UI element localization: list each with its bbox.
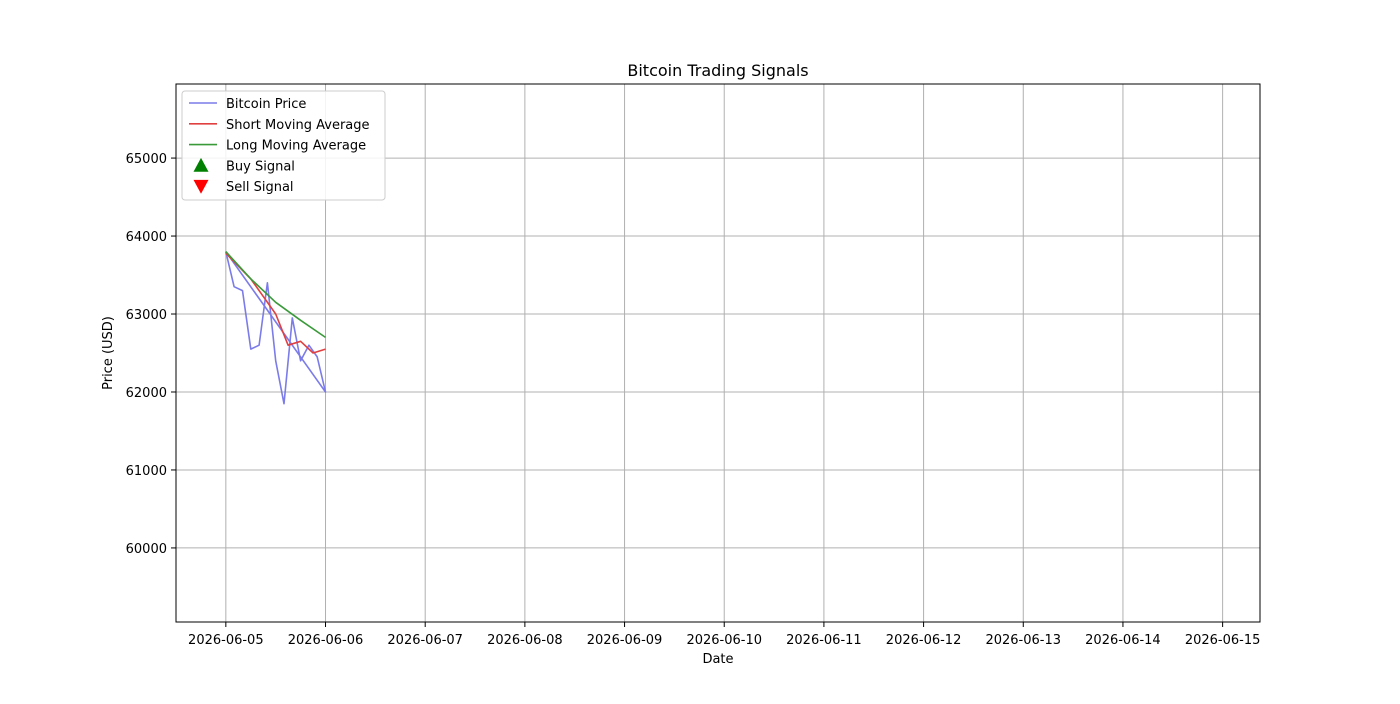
x-tick-label: 2026-06-11 (786, 633, 862, 648)
x-axis-label: Date (702, 652, 733, 667)
x-tick-label: 2026-06-14 (1085, 633, 1161, 648)
x-tick-label: 2026-06-05 (188, 633, 264, 648)
legend-box (181, 90, 386, 201)
legend-label: Sell Signal (226, 180, 294, 195)
plot-frame (175, 83, 1261, 623)
y-axis-label: Price (USD) (101, 316, 116, 390)
x-tick-label: 2026-06-12 (886, 633, 962, 648)
y-tick-label: 61000 (126, 464, 167, 479)
y-tick-label: 64000 (126, 230, 167, 245)
legend-label: Bitcoin Price (226, 97, 306, 112)
legend-sell-marker (193, 179, 209, 194)
x-tick-label: 2026-06-07 (387, 633, 463, 648)
x-tick-label: 2026-06-06 (288, 633, 364, 648)
x-tick-label: 2026-06-13 (985, 633, 1061, 648)
chart-title: Bitcoin Trading Signals (627, 61, 808, 80)
y-tick-label: 65000 (126, 152, 167, 167)
x-tick-label: 2026-06-15 (1185, 633, 1261, 648)
legend-label: Short Moving Average (226, 118, 370, 133)
y-tick-label: 62000 (126, 386, 167, 401)
y-tick-label: 60000 (126, 542, 167, 557)
x-tick-label: 2026-06-08 (487, 633, 563, 648)
series-line-3 (225, 251, 326, 339)
ticks-layer: 2026-06-05 2026-06-06 2026-06-07 2026-06-08… (126, 152, 1261, 648)
legend: Bitcoin Price Short Moving Average Long Mo… (181, 90, 386, 201)
x-tick-label: 2026-06-10 (686, 633, 762, 648)
series-line-1 (225, 251, 327, 405)
legend-buy-marker (193, 157, 209, 172)
legend-label: Long Moving Average (226, 139, 366, 154)
y-tick-label: 63000 (126, 308, 167, 323)
legend-label: Buy Signal (226, 159, 295, 174)
grid-layer (176, 84, 1260, 622)
x-tick-label: 2026-06-09 (587, 633, 663, 648)
plot-layer (225, 251, 327, 405)
